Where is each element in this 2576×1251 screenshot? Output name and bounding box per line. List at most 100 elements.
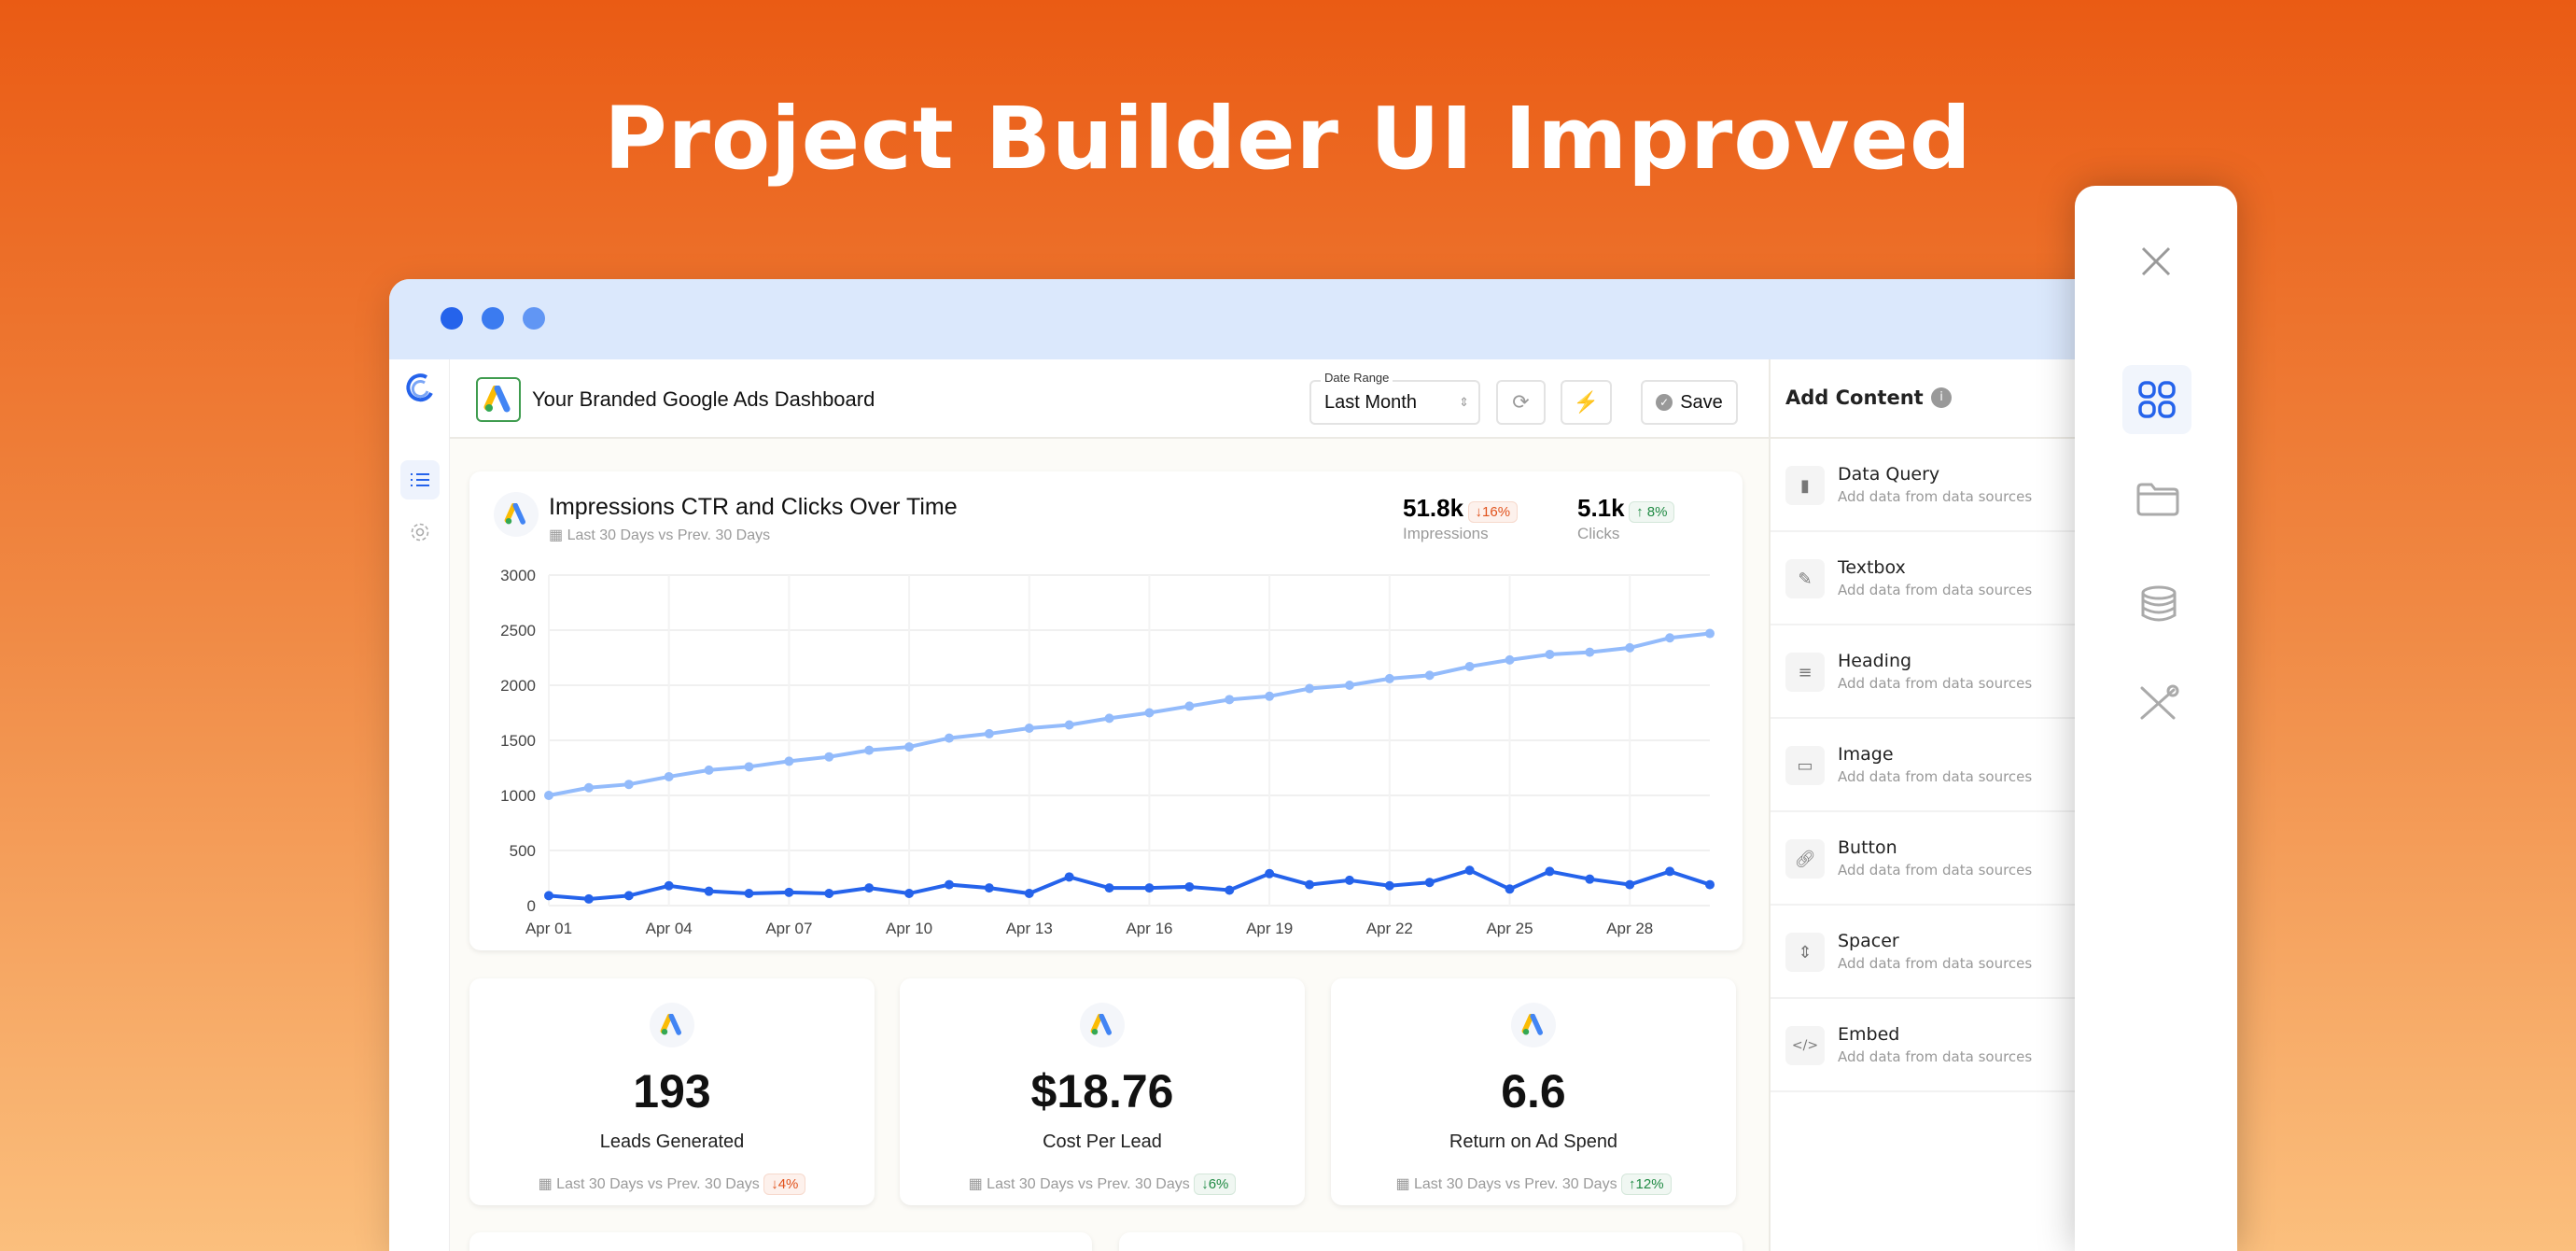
series-line [548, 631, 1711, 797]
kpi-label: Leads Generated [599, 1132, 745, 1152]
tools-icon[interactable] [2136, 684, 2179, 726]
add-content-item[interactable]: ▮ Data Query Add data from data sources [1771, 439, 2125, 532]
data-point [904, 742, 915, 752]
add-content-item[interactable]: </> Embed Add data from data sources [1771, 999, 2125, 1092]
data-point [1024, 724, 1034, 734]
data-point [1625, 879, 1635, 890]
data-point [1424, 670, 1435, 681]
data-point [1705, 628, 1715, 639]
x-tick-label: Apr 25 [1486, 920, 1533, 937]
add-content-item[interactable]: 🔗︎ Button Add data from data sources [1771, 812, 2125, 906]
google-ads-icon [650, 1003, 694, 1047]
data-point [1625, 642, 1635, 653]
data-point [1265, 691, 1275, 701]
dashboard-title: Your Branded Google Ads Dashboard [532, 387, 875, 411]
refresh-button[interactable]: ⟳ [1496, 380, 1546, 425]
date-range-label: Date Range [1321, 371, 1393, 385]
data-point [1705, 879, 1715, 890]
x-tick-label: Apr 28 [1606, 920, 1653, 937]
window-dot[interactable] [441, 307, 463, 330]
add-content-item[interactable]: ⇕ Spacer Add data from data sources [1771, 906, 2125, 999]
date-range-value: Last Month [1324, 391, 1417, 413]
calendar-icon: ▦ [538, 1176, 557, 1192]
stat-value: 5.1k [1577, 494, 1625, 522]
data-point [583, 782, 594, 793]
data-point [1505, 654, 1515, 665]
data-point [944, 879, 954, 890]
folder-icon[interactable] [2136, 483, 2179, 521]
stat-impressions: 51.8k ↓16% Impressions [1403, 494, 1519, 543]
x-tick-label: Apr 19 [1246, 920, 1293, 937]
dashboard-canvas: Impressions CTR and Clicks Over Time ▦ L… [450, 439, 1769, 1251]
list-icon[interactable] [400, 460, 440, 499]
lightning-button[interactable]: ⚡ [1561, 380, 1612, 425]
item-label: Button [1838, 837, 1897, 858]
item-desc: Add data from data sources [1838, 675, 2033, 692]
app-logo-icon [400, 369, 440, 408]
data-point [704, 765, 714, 775]
data-point [744, 762, 754, 772]
calendar-icon: ▦ [549, 527, 567, 543]
bottom-card[interactable] [469, 1232, 1092, 1251]
kpi-period: Last 30 Days vs Prev. 30 Days [987, 1176, 1190, 1192]
y-tick-label: 3000 [500, 567, 536, 584]
x-tick-label: Apr 22 [1366, 920, 1413, 937]
info-icon[interactable]: i [1931, 387, 1952, 408]
data-point [1384, 673, 1394, 683]
x-tick-label: Apr 10 [886, 920, 932, 937]
data-point [664, 880, 674, 891]
database-icon[interactable] [2140, 585, 2177, 627]
stat-change: ↑ 8% [1629, 501, 1675, 523]
data-point [824, 889, 834, 899]
data-point [1545, 649, 1555, 659]
x-tick-label: Apr 04 [646, 920, 693, 937]
add-content-item[interactable]: ≡ Heading Add data from data sources [1771, 626, 2125, 719]
close-icon[interactable] [2140, 246, 2172, 282]
save-button[interactable]: ✓ Save [1641, 380, 1738, 425]
add-content-title: Add Content [1785, 387, 1924, 409]
bar-chart-icon: ▮ [1785, 466, 1825, 505]
add-content-item[interactable]: ✎ Textbox Add data from data sources [1771, 532, 2125, 626]
data-point [1305, 683, 1315, 694]
data-point [1144, 883, 1155, 893]
data-point [1225, 885, 1235, 895]
data-point [784, 756, 794, 766]
x-tick-label: Apr 07 [765, 920, 812, 937]
data-point [944, 733, 954, 743]
item-label: Textbox [1838, 557, 1906, 578]
window-dot[interactable] [482, 307, 504, 330]
google-ads-logo-icon [476, 377, 521, 422]
chart-card[interactable]: Impressions CTR and Clicks Over Time ▦ L… [469, 471, 1743, 950]
app-window: Your Branded Google Ads Dashboard Date R… [389, 279, 2125, 1251]
add-content-panel: Add Content i ▮ Data Query Add data from… [1769, 359, 2125, 1251]
kpi-period: Last 30 Days vs Prev. 30 Days [556, 1176, 760, 1192]
data-point [623, 891, 634, 901]
x-tick-label: Apr 13 [1006, 920, 1053, 937]
bottom-card[interactable] [1119, 1232, 1743, 1251]
window-dot[interactable] [523, 307, 545, 330]
line-chart: 0 500 1000 1500 2000 2500 3000 Apr 01 Apr 04 Apr … [500, 567, 1715, 937]
item-label: Heading [1838, 651, 1912, 671]
item-desc: Add data from data sources [1838, 955, 2033, 972]
data-point [544, 891, 553, 901]
kpi-card[interactable]: 6.6 Return on Ad Spend ▦ Last 30 Days vs… [1331, 978, 1736, 1205]
data-point [784, 887, 794, 897]
y-tick-label: 1000 [500, 787, 536, 805]
data-point [1585, 647, 1595, 657]
kpi-card[interactable]: $18.76 Cost Per Lead ▦ Last 30 Days vs P… [900, 978, 1305, 1205]
add-content-item[interactable]: ▭ Image Add data from data sources [1771, 719, 2125, 812]
x-tick-label: Apr 16 [1126, 920, 1172, 937]
kpi-change: ↓6% [1194, 1174, 1237, 1195]
date-range-select[interactable]: Date Range Last Month ⇕ [1309, 371, 1480, 425]
kpi-value: $18.76 [1030, 1065, 1174, 1117]
components-grid-icon[interactable] [2122, 365, 2191, 434]
item-desc: Add data from data sources [1838, 488, 2033, 505]
settings-icon[interactable] [400, 513, 440, 552]
kpi-card[interactable]: 193 Leads Generated ▦ Last 30 Days vs Pr… [469, 978, 875, 1205]
calendar-icon: ▦ [1395, 1176, 1414, 1192]
dashboard-header: Your Branded Google Ads Dashboard Date R… [450, 359, 1769, 439]
data-point [1585, 874, 1595, 884]
data-point [1665, 633, 1675, 643]
data-point [1344, 875, 1354, 885]
item-desc: Add data from data sources [1838, 768, 2033, 785]
